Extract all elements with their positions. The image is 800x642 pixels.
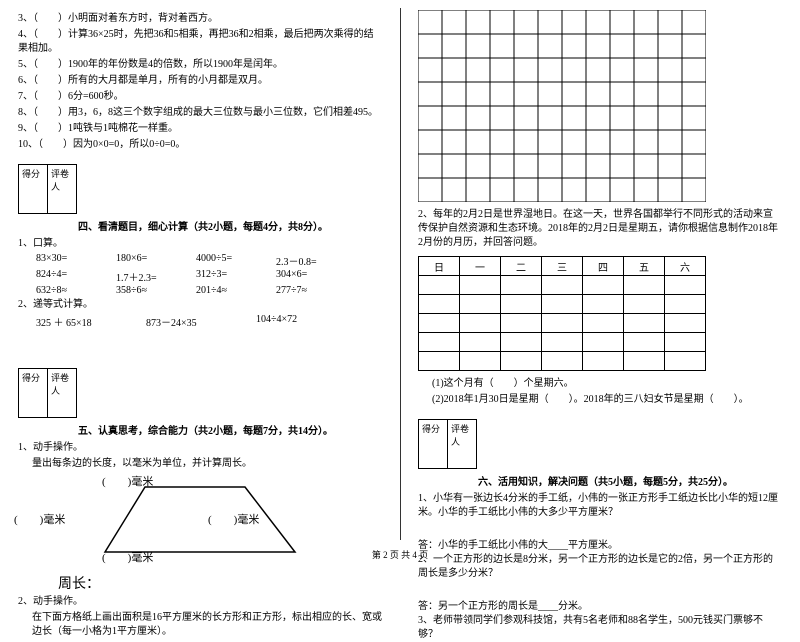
prob-1: 1、小华有一张边长4分米的手工纸，小伟的一张正方形手工纸边长比小华的短12厘米。… bbox=[418, 492, 782, 520]
perimeter-label: 周长： bbox=[58, 573, 382, 593]
prob-3: 3、老师带领同学们参观科技馆，共有5名老师和88名学生，500元钱买门票够不够？ bbox=[418, 614, 782, 642]
tf-5: 5、（ ）1900年的年份数是4的倍数，所以1900年是闰年。 bbox=[18, 58, 382, 72]
op2-label: 2、动手操作。 bbox=[18, 595, 382, 609]
cal-q2: (2)2018年1月30日是星期（ ）。2018年的三八妇女节是星期（ ）。 bbox=[432, 393, 782, 407]
calc1-row1: 83×30=180×6=4000÷5=2.3－0.8= bbox=[36, 253, 382, 268]
op2-text: 在下面方格纸上画出面积是16平方厘米的长方形和正方形，标出相应的长、宽或边长（每… bbox=[32, 611, 382, 639]
op1-text: 量出每条边的长度，以毫米为单位，并计算周长。 bbox=[32, 457, 382, 471]
score-box-5: 得分 评卷人 bbox=[18, 368, 77, 418]
page-footer: 第 2 页 共 4 页 bbox=[0, 548, 800, 561]
cal-q1: (1)这个月有（ ）个星期六。 bbox=[432, 377, 782, 391]
section-6-title: 六、活用知识，解决问题（共5小题，每题5分，共25分）。 bbox=[478, 473, 782, 488]
score-box-4: 得分 评卷人 bbox=[18, 164, 77, 214]
calendar-table: 日一二三四五六 bbox=[418, 256, 706, 371]
calc2-label: 2、递等式计算。 bbox=[18, 298, 382, 312]
tf-8: 8、（ ）用3，6，8这三个数字组成的最大三位数与最小三位数，它们相差495。 bbox=[18, 106, 382, 120]
tf-7: 7、（ ）6分=600秒。 bbox=[18, 90, 382, 104]
grid-paper bbox=[418, 10, 706, 202]
tf-3: 3、（ ）小明面对着东方时，背对着西方。 bbox=[18, 12, 382, 26]
section-5-title: 五、认真思考，综合能力（共2小题，每题7分，共14分）。 bbox=[78, 422, 382, 437]
calc1-row2: 824÷4=1.7＋2.3=312÷3=304×6= bbox=[36, 269, 382, 284]
tf-4: 4、（ ）计算36×25时，先把36和5相乘，再把36和2相乘，最后把两次乘得的… bbox=[18, 28, 382, 56]
tf-10: 10、（ ）因为0×0=0，所以0÷0=0。 bbox=[18, 138, 382, 152]
tf-9: 9、（ ）1吨铁与1吨棉花一样重。 bbox=[18, 122, 382, 136]
calc1-label: 1、口算。 bbox=[18, 237, 382, 251]
op1-label: 1、动手操作。 bbox=[18, 441, 382, 455]
prob-2-ans: 答：另一个正方形的周长是____分米。 bbox=[418, 597, 782, 612]
calc1-row3: 632÷8≈358÷6≈201÷4≈277÷7≈ bbox=[36, 285, 382, 296]
wetland-text: 2、每年的2月2日是世界湿地日。在这一天，世界各国都举行不同形式的活动来宣传保护… bbox=[418, 208, 782, 250]
score-box-6: 得分 评卷人 bbox=[418, 419, 477, 469]
section-4-title: 四、看清题目，细心计算（共2小题，每题4分，共8分）。 bbox=[78, 218, 382, 233]
tf-6: 6、（ ）所有的大月都是单月，所有的小月都是双月。 bbox=[18, 74, 382, 88]
calc2-row: 325 ＋ 65×18873－24×35104÷4×72 bbox=[36, 314, 382, 329]
